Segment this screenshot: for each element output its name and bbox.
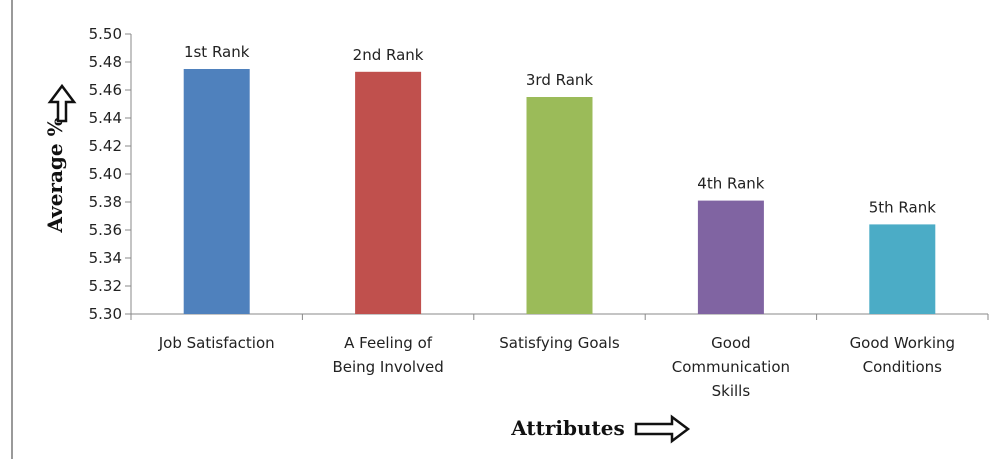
- y-tick-label: 5.34: [89, 249, 122, 267]
- bar-data-label: 1st Rank: [184, 43, 250, 61]
- x-axis-title: Attributes: [510, 416, 625, 440]
- bar: [355, 71, 422, 314]
- y-axis-title: Average %: [43, 117, 67, 233]
- y-ticks: 5.30 5.32 5.34 5.36 5.38 5.40 5.42 5.44 5.46 5.48…: [89, 25, 131, 323]
- y-tick-label: 5.40: [89, 165, 122, 183]
- x-category-label: Good Communication Skills: [672, 334, 790, 400]
- y-tick-label: 5.30: [89, 305, 122, 323]
- y-tick-label: 5.46: [89, 81, 122, 99]
- bar-data-label: 5th Rank: [869, 198, 936, 216]
- y-tick-label: 5.32: [89, 277, 122, 295]
- bar: [697, 200, 764, 314]
- x-category-label: Job Satisfaction: [158, 334, 275, 352]
- y-tick-label: 5.44: [89, 109, 122, 127]
- data-labels: 1st Rank 2nd Rank 3rd Rank 4th Rank 5th Rank: [184, 43, 936, 216]
- x-category-label: A Feeling of Being Involved: [332, 334, 443, 376]
- up-arrow-icon: [47, 83, 77, 123]
- x-category-label: Satisfying Goals: [499, 334, 620, 352]
- x-category-labels: Job Satisfaction A Feeling of Being Involv…: [158, 334, 955, 400]
- bars: [183, 69, 936, 314]
- bar-data-label: 2nd Rank: [353, 46, 424, 64]
- y-tick-label: 5.50: [89, 25, 122, 43]
- bar-data-label: 3rd Rank: [526, 71, 594, 89]
- bar: [183, 69, 250, 314]
- bar: [869, 224, 936, 314]
- bar: [526, 97, 593, 314]
- y-tick-label: 5.38: [89, 193, 122, 211]
- bar-data-label: 4th Rank: [697, 175, 764, 193]
- x-axis-title-group: Attributes: [510, 414, 691, 444]
- y-tick-label: 5.36: [89, 221, 122, 239]
- y-axis-title-group: Average %: [43, 83, 77, 234]
- y-tick-label: 5.48: [89, 53, 122, 71]
- right-arrow-icon: [634, 414, 691, 444]
- x-category-label: Good Working Conditions: [850, 334, 955, 376]
- y-tick-label: 5.42: [89, 137, 122, 155]
